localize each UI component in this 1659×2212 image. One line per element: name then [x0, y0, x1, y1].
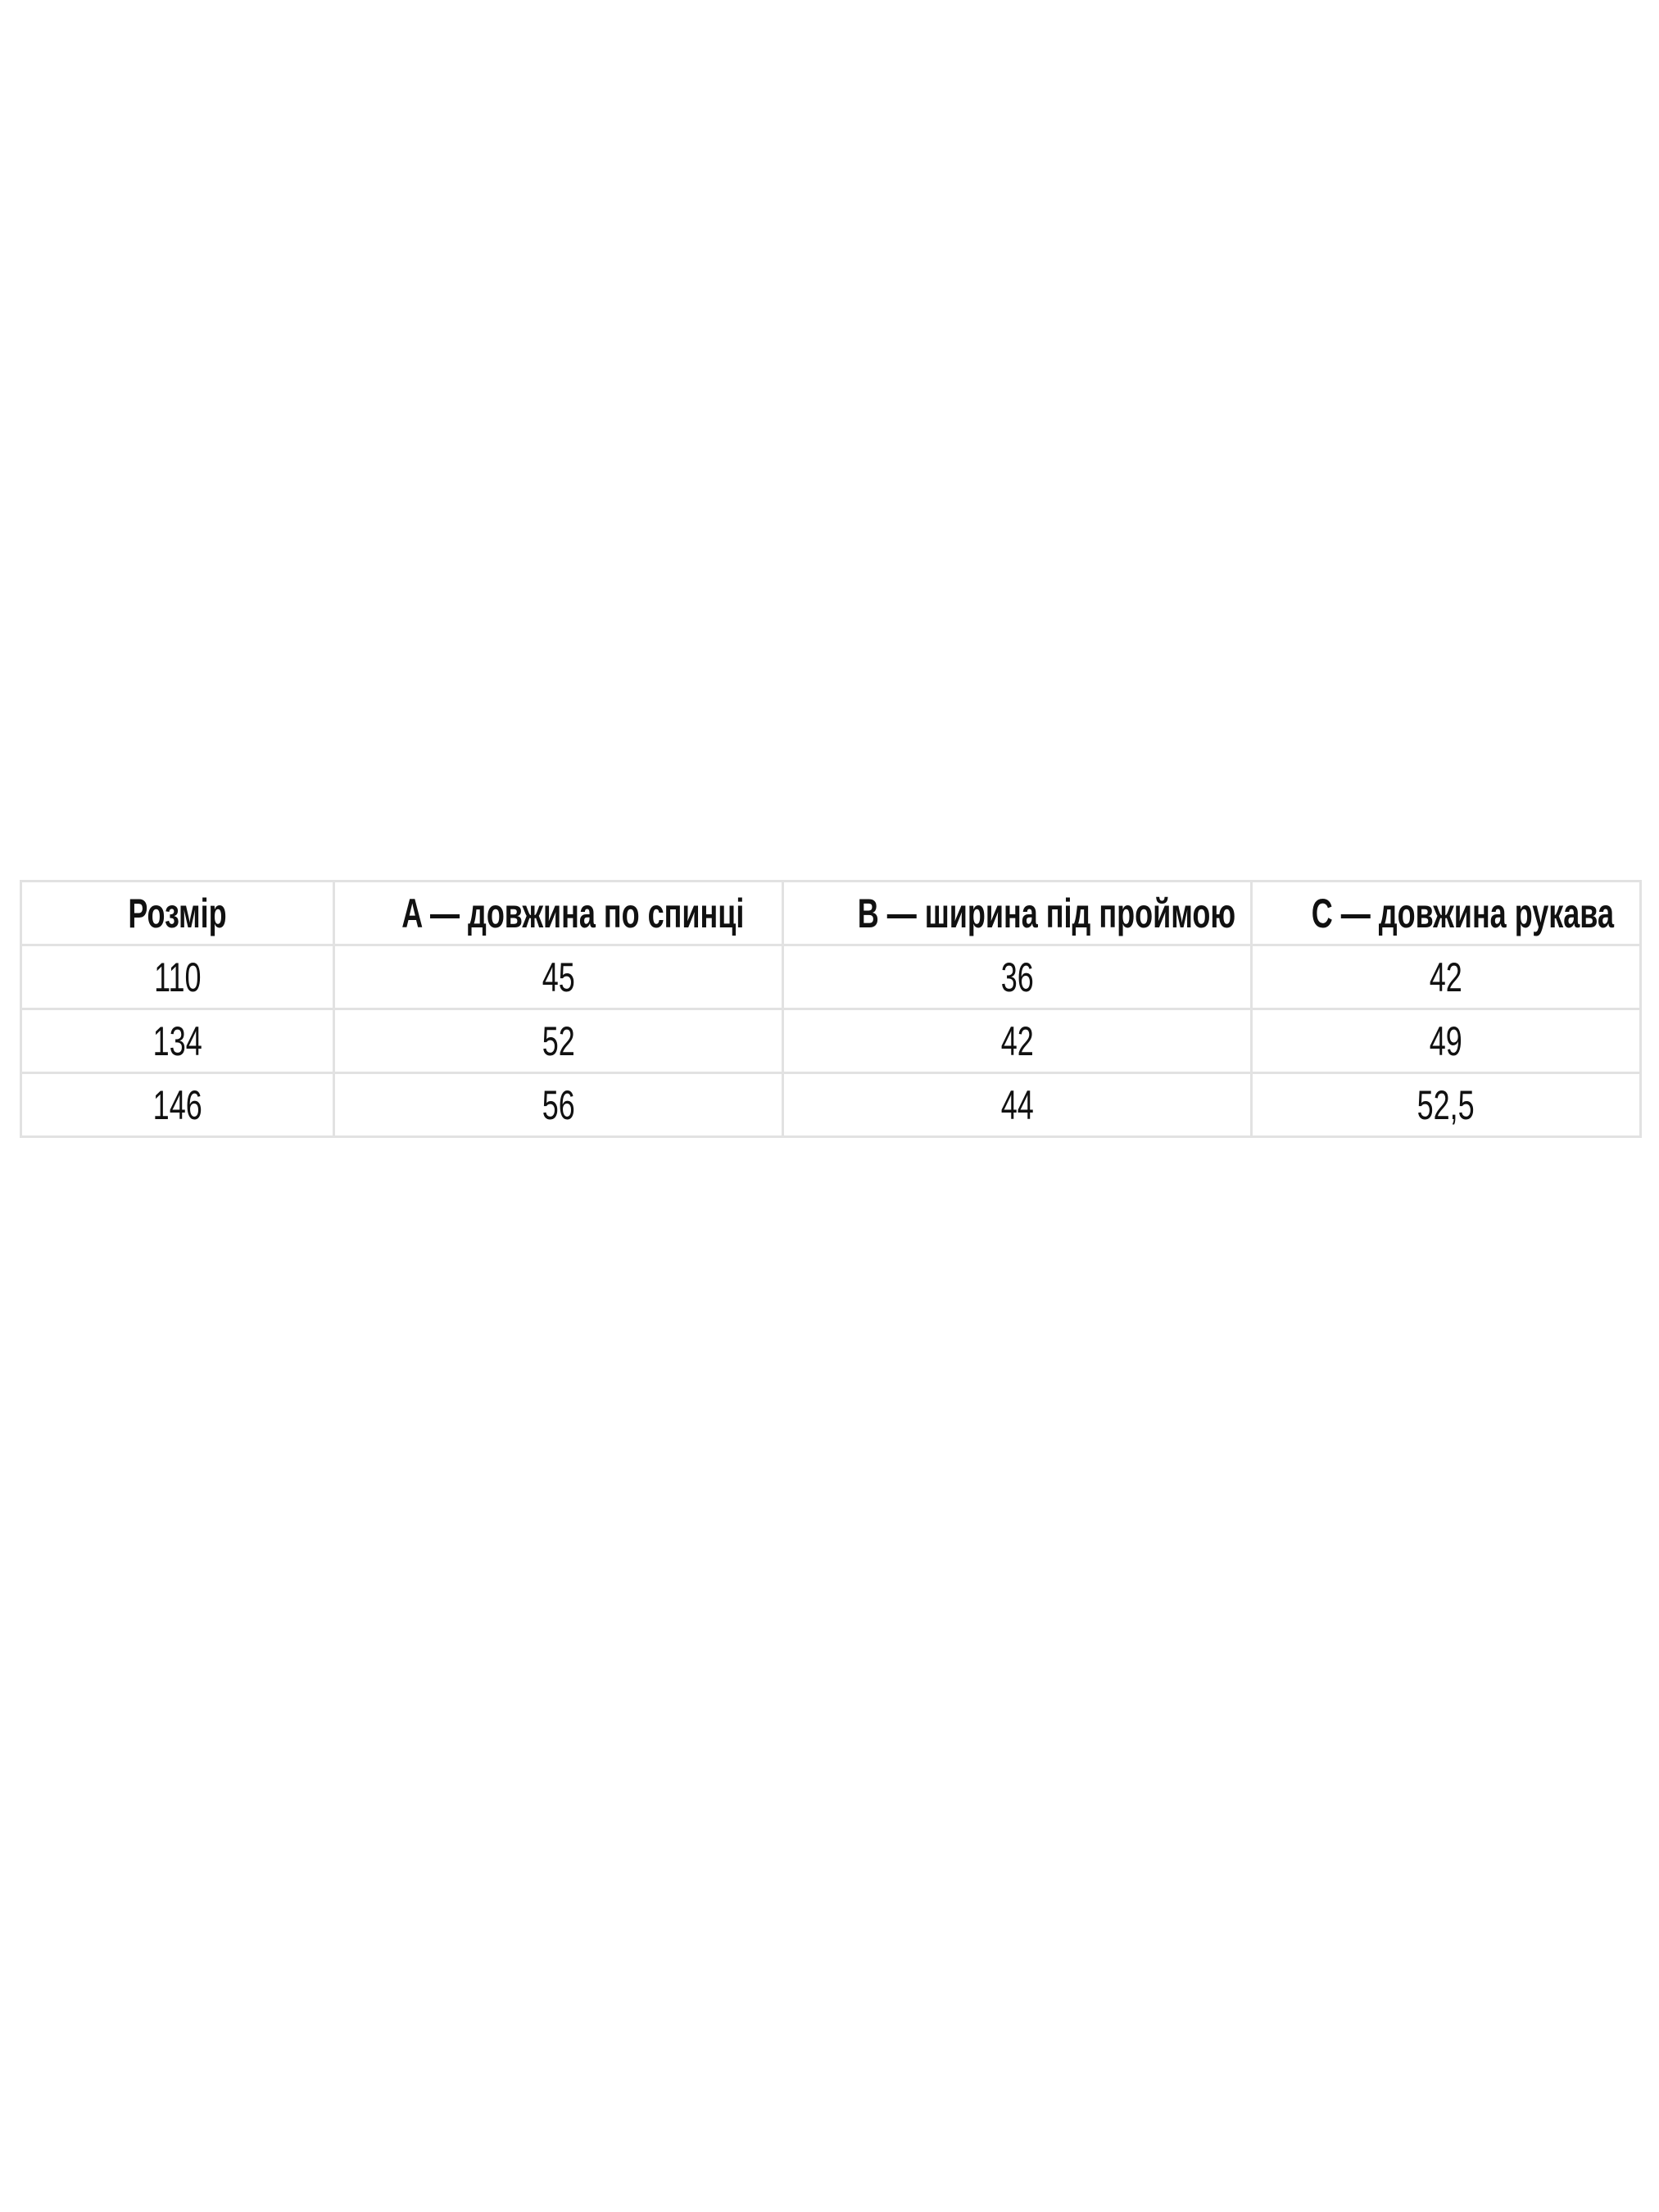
- cell-value: 134: [152, 1018, 202, 1064]
- cell-value: 49: [1429, 1018, 1463, 1064]
- header-label: C — довжина рукава: [1311, 890, 1614, 936]
- cell-value: 36: [1000, 954, 1034, 1000]
- table-row: 146 56 44 52,5: [20, 1072, 1642, 1138]
- cell-value: 56: [542, 1081, 575, 1128]
- header-back-length: A — довжина по спинці: [333, 880, 784, 946]
- cell: 42: [782, 1008, 1253, 1074]
- cell: 146: [20, 1072, 335, 1138]
- cell: 52,5: [1250, 1072, 1642, 1138]
- cell: 44: [782, 1072, 1253, 1138]
- header-chest-width: B — ширина під проймою: [782, 880, 1253, 946]
- cell-value: 52: [542, 1018, 575, 1064]
- cell-value: 52,5: [1416, 1081, 1475, 1128]
- cell: 42: [1250, 944, 1642, 1010]
- cell: 49: [1250, 1008, 1642, 1074]
- header-label: Розмір: [128, 890, 227, 936]
- header-label: B — ширина під проймою: [857, 890, 1236, 936]
- cell-value: 42: [1000, 1018, 1034, 1064]
- table-row: 110 45 36 42: [20, 944, 1642, 1010]
- cell-value: 45: [542, 954, 575, 1000]
- cell: 56: [333, 1072, 784, 1138]
- cell: 45: [333, 944, 784, 1010]
- cell: 52: [333, 1008, 784, 1074]
- header-label: A — довжина по спинці: [401, 890, 745, 936]
- cell: 110: [20, 944, 335, 1010]
- cell: 36: [782, 944, 1253, 1010]
- header-size: Розмір: [20, 880, 335, 946]
- header-sleeve-length: C — довжина рукава: [1250, 880, 1642, 946]
- cell-value: 42: [1429, 954, 1463, 1000]
- cell-value: 44: [1000, 1081, 1034, 1128]
- size-table: Розмір A — довжина по спинці B — ширина …: [20, 880, 1642, 1138]
- cell: 134: [20, 1008, 335, 1074]
- table-header-row: Розмір A — довжина по спинці B — ширина …: [20, 880, 1642, 946]
- cell-value: 110: [153, 954, 202, 1000]
- table-row: 134 52 42 49: [20, 1008, 1642, 1074]
- cell-value: 146: [152, 1081, 202, 1128]
